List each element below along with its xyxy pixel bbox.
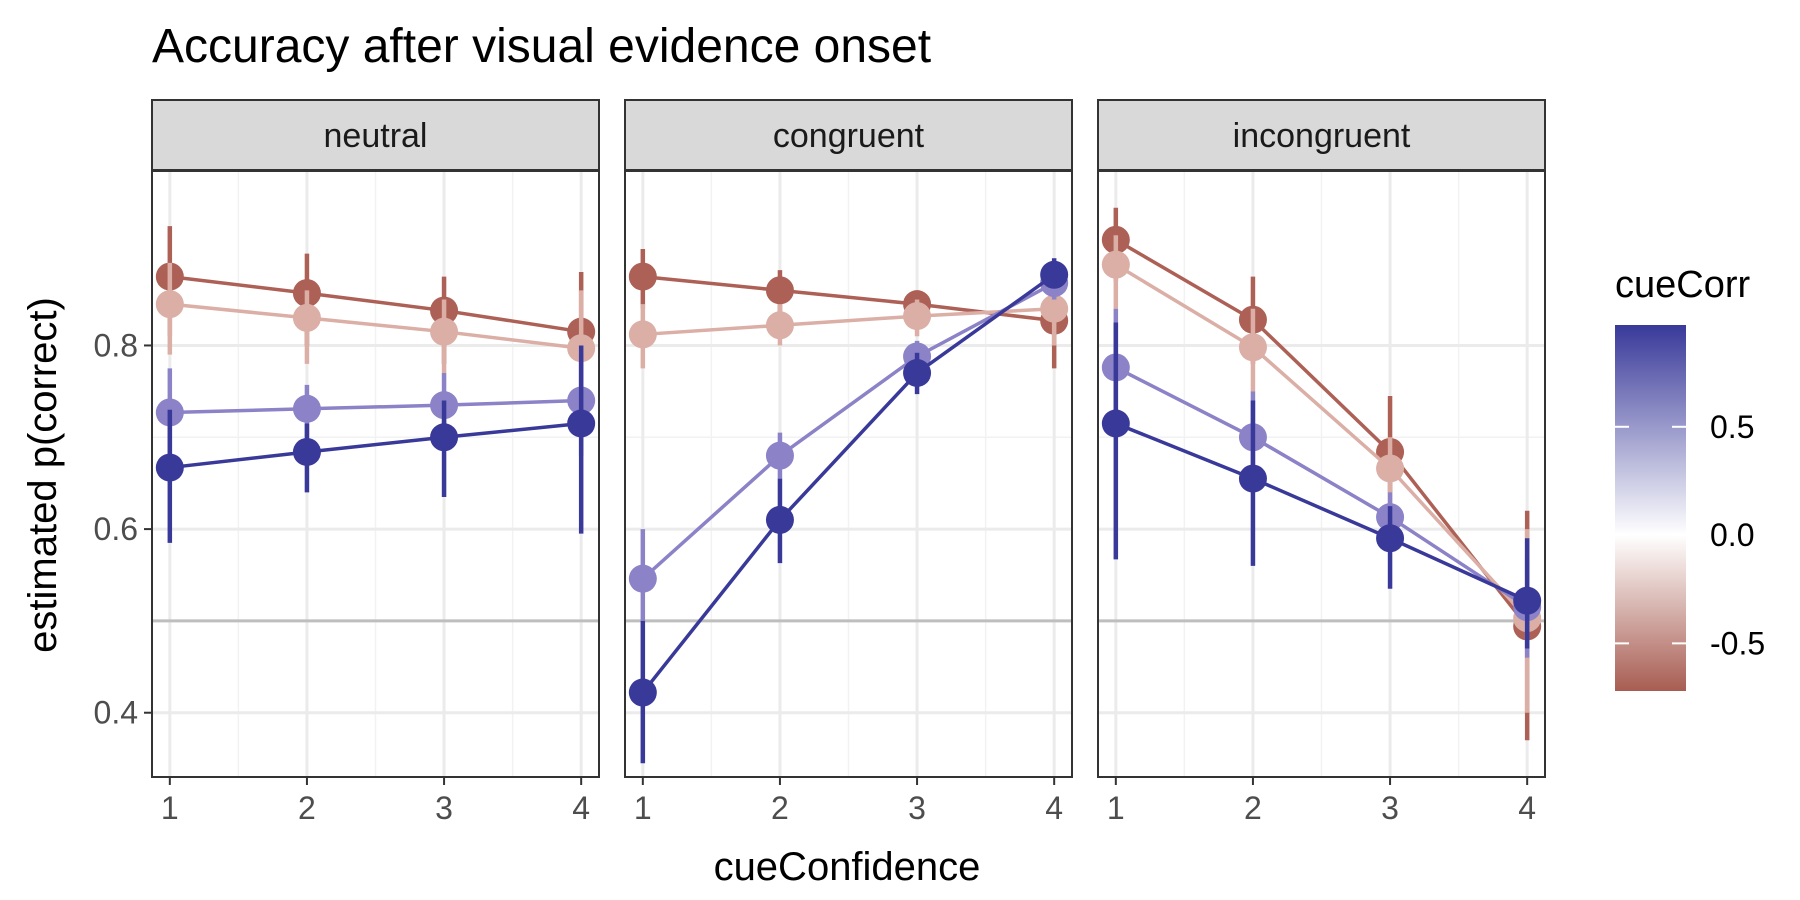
data-point [292, 303, 321, 332]
panel-strip [624, 99, 1073, 171]
series-line [1115, 365, 1529, 609]
series-line [642, 306, 1055, 337]
series-line [1115, 421, 1528, 603]
series-line [1114, 238, 1529, 628]
x-tick-label: 2 [298, 790, 316, 826]
series [628, 281, 1069, 369]
x-tick-label: 2 [1244, 790, 1262, 826]
x-tick-label: 1 [634, 790, 652, 826]
panel-neutral: neutral 1 2 3 4 0.4 0.6 0.8 [94, 99, 600, 826]
panel-strip-label: neutral [324, 117, 428, 155]
panel-congruent: congruent 1 2 3 4 [624, 99, 1073, 826]
series [628, 258, 1069, 764]
panel-border [624, 170, 1073, 778]
data-point [1040, 294, 1069, 323]
series [155, 262, 596, 401]
y-axis-title: estimated p(correct) [21, 297, 65, 653]
colorbar [1615, 325, 1686, 691]
legend: cueCorr -0.5 0.0 0.5 [1615, 264, 1765, 691]
data-point [430, 423, 459, 452]
data-point [292, 394, 321, 423]
series [155, 345, 596, 543]
colorbar-tick-label: 0.5 [1710, 409, 1754, 445]
data-point [430, 317, 459, 346]
x-tick-label: 3 [908, 790, 926, 826]
data-point [292, 437, 321, 466]
x-tick-label: 2 [771, 790, 789, 826]
y-tick-label: 0.4 [94, 695, 138, 731]
x-axis-title: cueConfidence [714, 845, 981, 889]
data-point [1238, 333, 1267, 362]
data-point [1040, 260, 1069, 289]
panel-incongruent: incongruent 1 2 3 4 [1097, 99, 1546, 826]
y-tick-label: 0.8 [94, 327, 138, 363]
series [1101, 322, 1542, 649]
data-point [1376, 454, 1405, 483]
series-line [169, 274, 582, 334]
series-line [169, 398, 582, 415]
x-tick-label: 4 [1518, 790, 1536, 826]
legend-title: cueCorr [1615, 264, 1750, 306]
series-line [641, 273, 1056, 694]
x-tick-label: 3 [435, 790, 453, 826]
colorbar-tick-label: 0.0 [1710, 517, 1754, 553]
panel-strip [1097, 99, 1546, 171]
data-point [155, 453, 184, 482]
panel-strip-label: incongruent [1233, 117, 1411, 155]
panel-border [1097, 170, 1546, 778]
x-tick-label: 4 [572, 790, 590, 826]
series-line [169, 421, 582, 470]
data-point [1238, 464, 1267, 493]
panel-strip [151, 99, 600, 171]
panel-strip-label: congruent [773, 117, 925, 155]
y-tick-label: 0.6 [94, 511, 138, 547]
data-point [765, 505, 794, 534]
x-tick-label: 1 [1107, 790, 1125, 826]
data-point [628, 320, 657, 349]
data-point [903, 302, 932, 331]
x-tick-label: 3 [1381, 790, 1399, 826]
data-point [903, 359, 932, 387]
data-point [628, 564, 657, 593]
chart-title: Accuracy after visual evidence onset [152, 20, 931, 73]
panel-border [151, 170, 600, 778]
data-point [765, 311, 794, 340]
series-line [169, 302, 582, 350]
x-tick-label: 4 [1045, 790, 1063, 826]
data-point [1101, 409, 1130, 438]
x-tick-label: 1 [161, 790, 179, 826]
data-point [155, 290, 184, 319]
data-point [567, 409, 596, 438]
data-point [1101, 250, 1130, 279]
data-point [628, 678, 657, 707]
series-line [1114, 263, 1529, 620]
data-point [1376, 524, 1405, 553]
data-point [765, 276, 794, 305]
data-point [765, 441, 794, 470]
series-line [641, 281, 1056, 580]
colorbar-tick-label: -0.5 [1710, 625, 1765, 661]
data-point [1513, 586, 1542, 615]
data-point [628, 262, 657, 291]
